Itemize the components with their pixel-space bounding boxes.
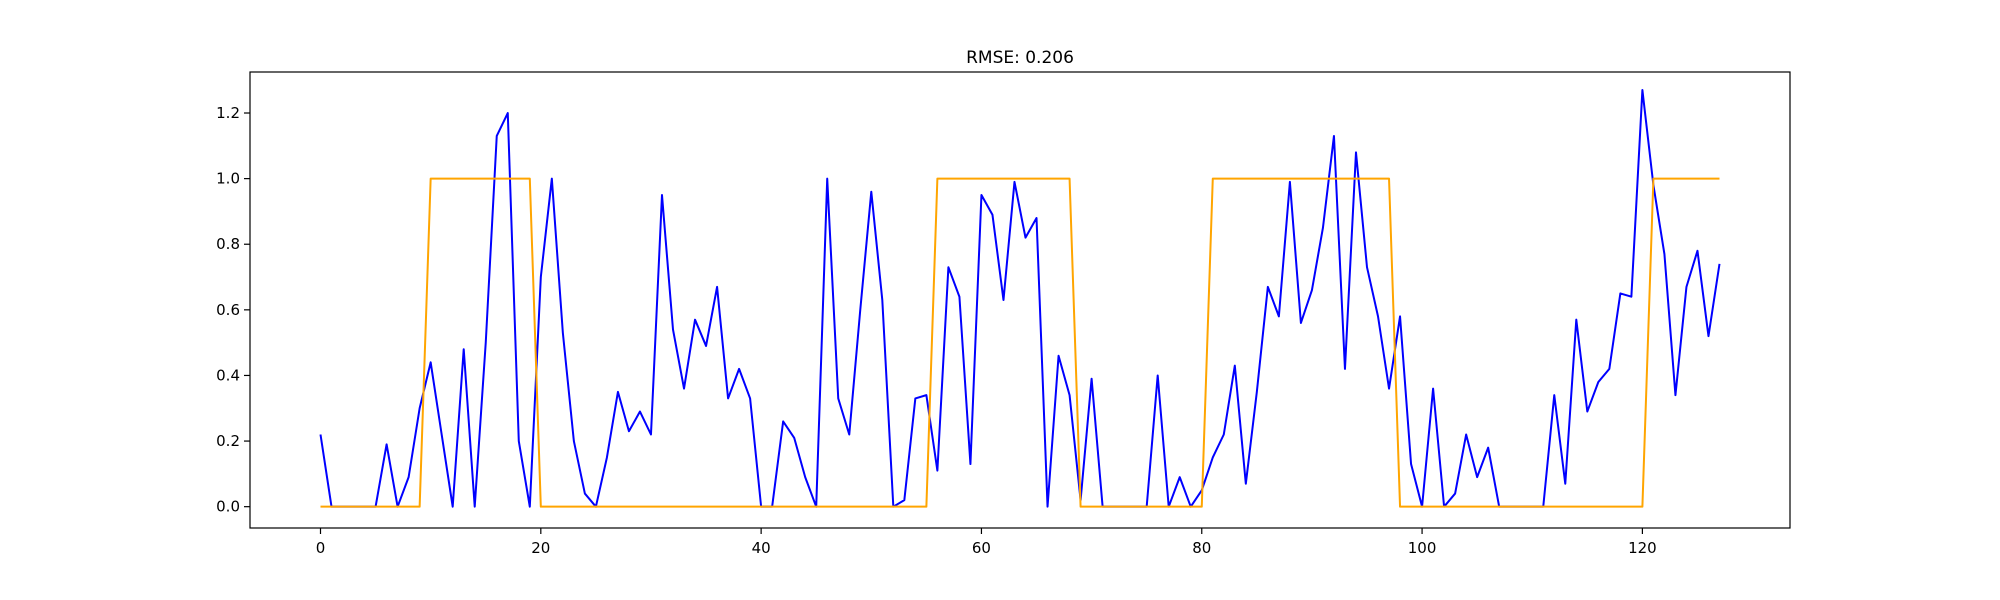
x-tick-label: 80 bbox=[1192, 539, 1211, 557]
y-tick-label: 1.0 bbox=[216, 170, 240, 188]
x-tick-label: 0 bbox=[316, 539, 326, 557]
series-line-0 bbox=[319, 89, 1721, 508]
x-tick-label: 120 bbox=[1628, 539, 1657, 557]
y-tick-label: 0.2 bbox=[216, 432, 240, 450]
plot-area-frame bbox=[249, 71, 1791, 529]
y-axis: 0.0 0.2 0.4 0.6 0.8 1.0 1.2 bbox=[216, 104, 250, 516]
y-tick-label: 0.4 bbox=[216, 366, 240, 384]
series-line-1 bbox=[320, 177, 1720, 508]
x-tick-label: 20 bbox=[531, 539, 550, 557]
y-tick-label: 1.2 bbox=[216, 104, 240, 122]
x-axis: 0 20 40 60 80 100 120 bbox=[316, 528, 1657, 557]
x-tick-label: 40 bbox=[752, 539, 771, 557]
chart-title: RMSE: 0.206 bbox=[966, 48, 1074, 68]
x-tick-label: 60 bbox=[972, 539, 991, 557]
x-tick-label: 100 bbox=[1408, 539, 1437, 557]
series-layer bbox=[319, 89, 1721, 508]
y-tick-label: 0.0 bbox=[216, 498, 240, 516]
y-tick-label: 0.8 bbox=[216, 235, 240, 253]
y-tick-label: 0.6 bbox=[216, 301, 240, 319]
